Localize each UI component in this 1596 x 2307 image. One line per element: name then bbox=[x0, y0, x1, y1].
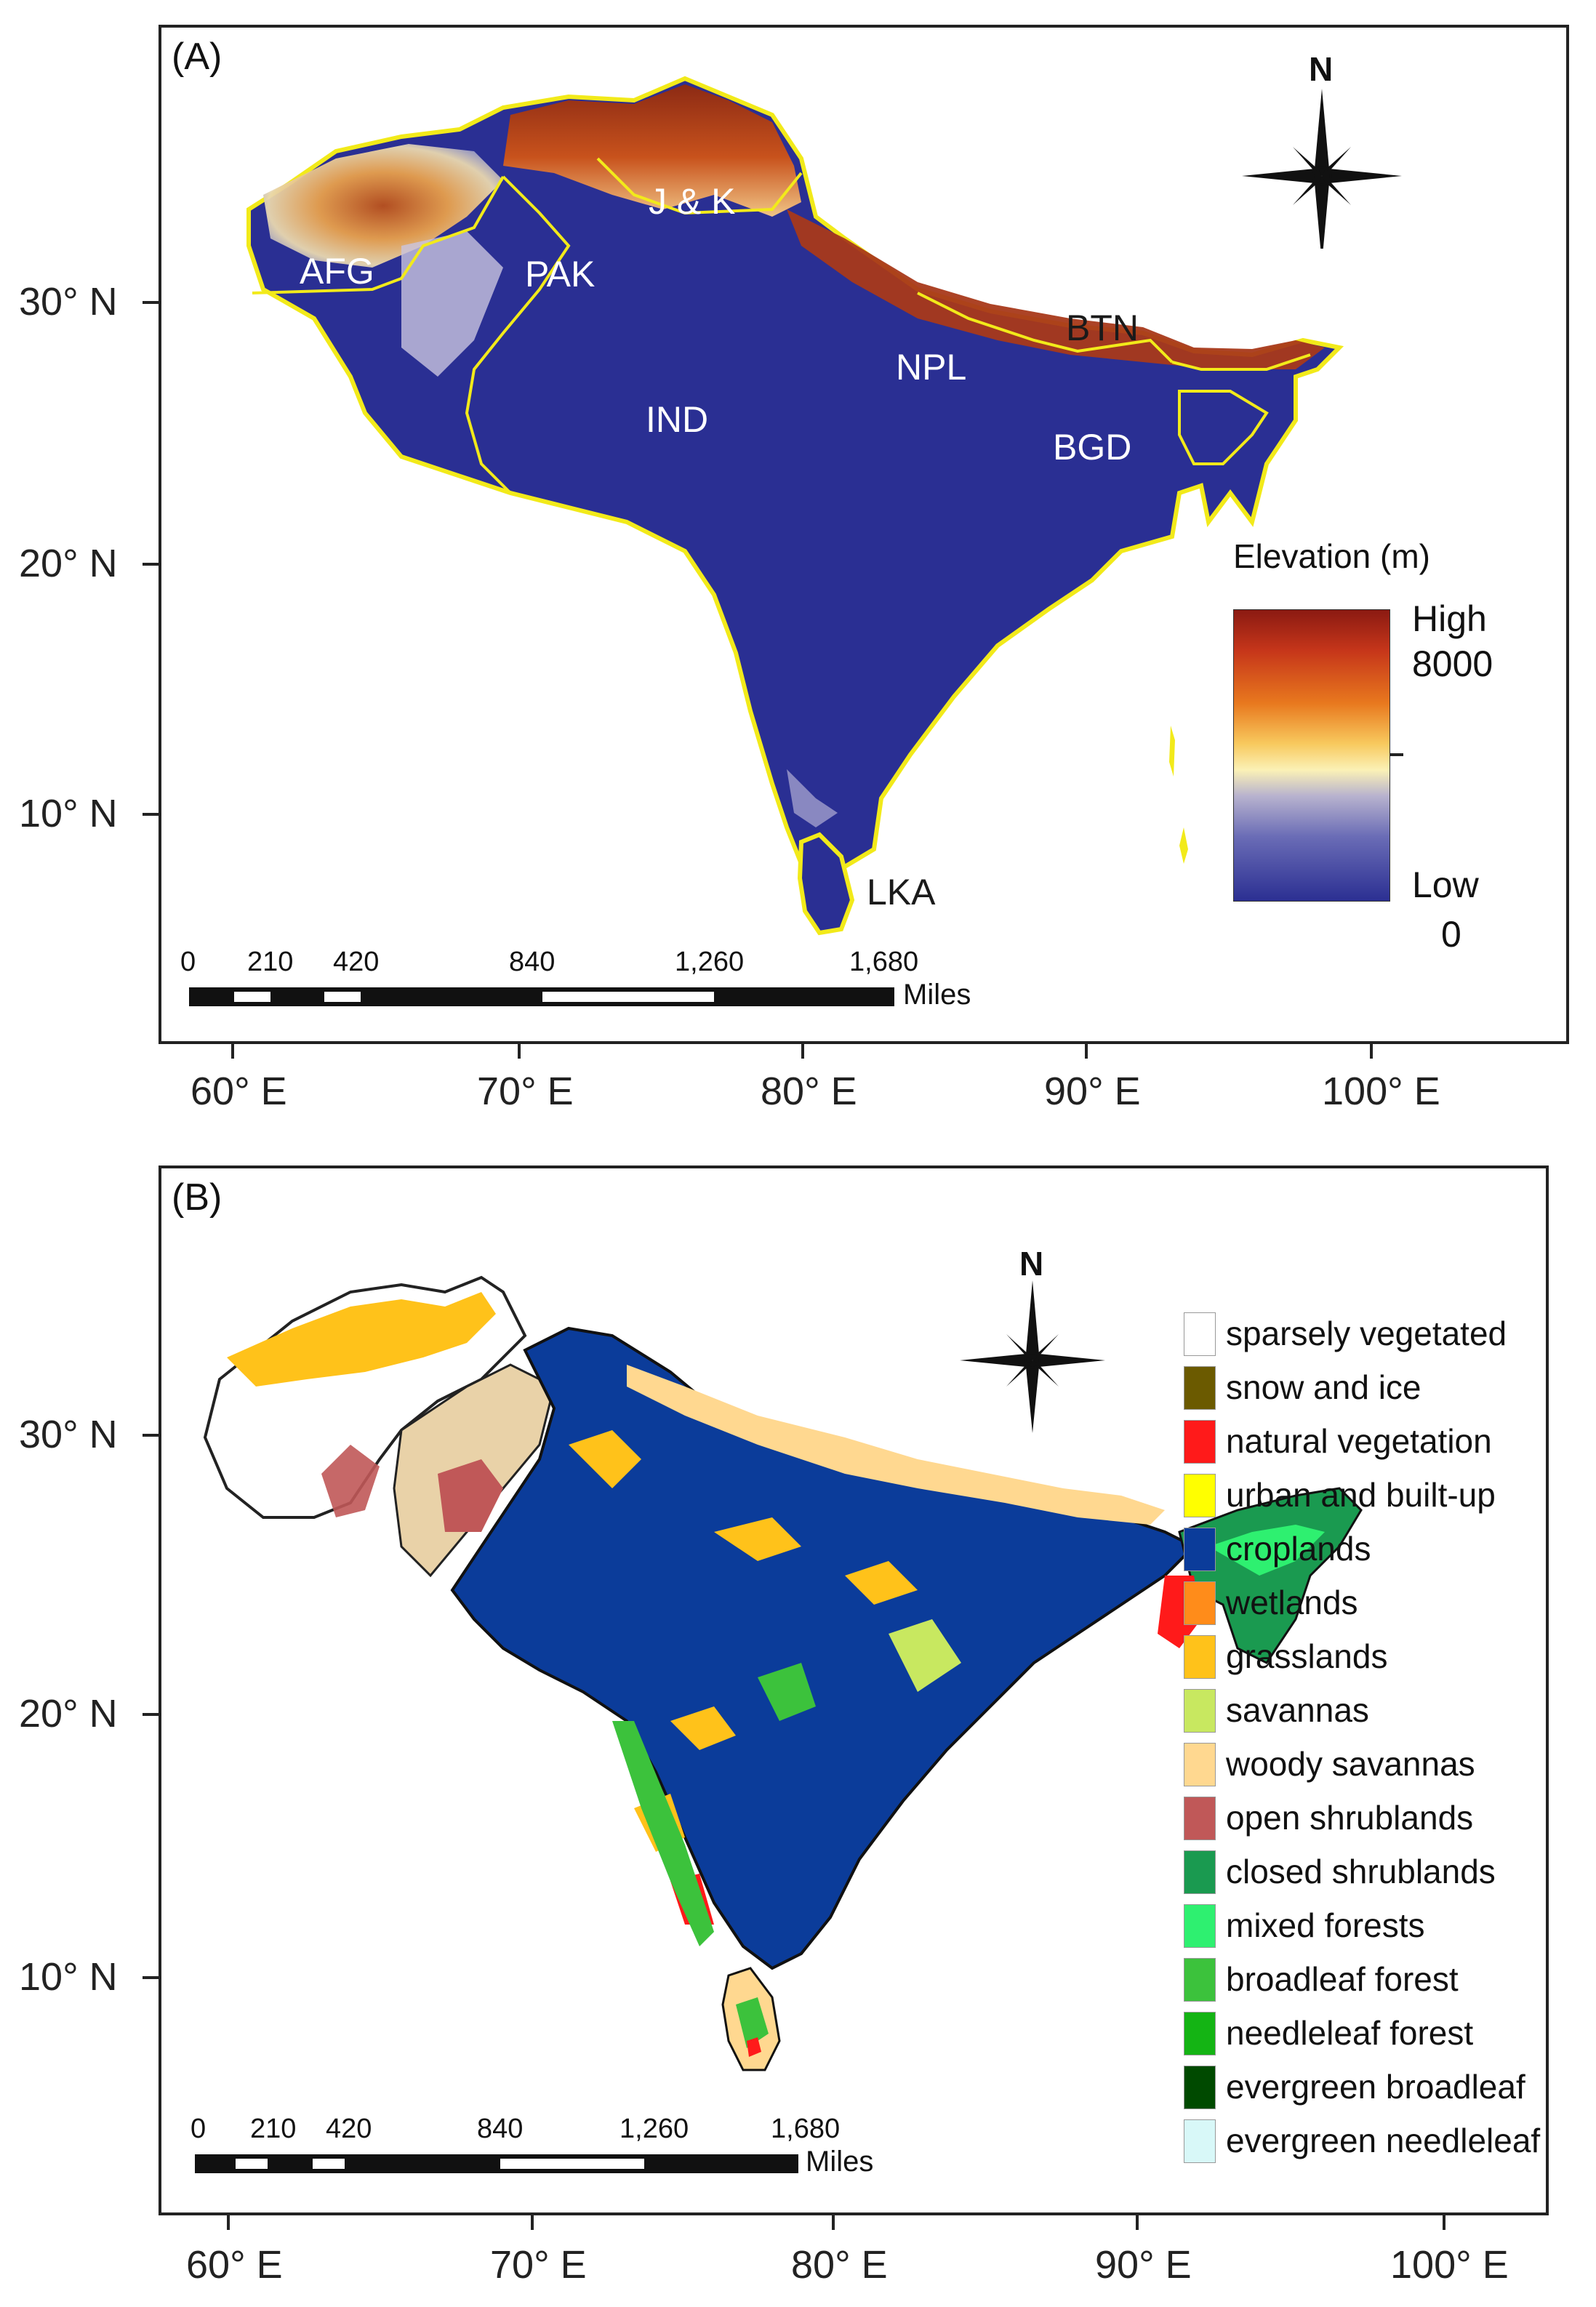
legend-label: woody savannas bbox=[1226, 1745, 1475, 1783]
legend-swatch bbox=[1184, 1689, 1216, 1733]
legend-label: wetlands bbox=[1226, 1584, 1358, 1621]
elevation-legend-high: High bbox=[1412, 598, 1487, 639]
legend-item: evergreen needleleaf bbox=[1184, 2115, 1562, 2166]
legend-swatch bbox=[1184, 1474, 1216, 1517]
lon-label-70-b: 70° E bbox=[490, 2243, 587, 2287]
legend-swatch bbox=[1184, 1743, 1216, 1786]
land-cover-legend: sparsely vegetated snow and ice natural ve… bbox=[1184, 1308, 1540, 2210]
lon-label-90: 90° E bbox=[1044, 1070, 1141, 1113]
legend-item: sparsely vegetated bbox=[1184, 1308, 1562, 1359]
elevation-legend-title: Elevation (m) bbox=[1233, 537, 1430, 575]
lon-label-100-b: 100° E bbox=[1390, 2243, 1509, 2287]
legend-swatch bbox=[1184, 2012, 1216, 2055]
legend-label: natural vegetation bbox=[1226, 1422, 1492, 1460]
legend-label: urban and built-up bbox=[1226, 1476, 1496, 1514]
country-label-npl: NPL bbox=[896, 347, 967, 388]
lon-label-70: 70° E bbox=[477, 1070, 574, 1113]
lon-label-90-b: 90° E bbox=[1095, 2243, 1192, 2287]
legend-label: needleleaf forest bbox=[1226, 2014, 1474, 2052]
legend-swatch bbox=[1184, 1958, 1216, 2002]
legend-swatch bbox=[1184, 1850, 1216, 1894]
legend-item: closed shrublands bbox=[1184, 1846, 1562, 1897]
legend-label: grasslands bbox=[1226, 1637, 1388, 1675]
country-label-ind: IND bbox=[646, 399, 709, 440]
legend-swatch bbox=[1184, 1904, 1216, 1948]
legend-item: snow and ice bbox=[1184, 1362, 1562, 1413]
legend-label: mixed forests bbox=[1226, 1906, 1425, 1944]
land-cover-map-panel: (B) bbox=[159, 1165, 1549, 2215]
elevation-legend-low: Low bbox=[1412, 864, 1479, 905]
lon-label-60: 60° E bbox=[191, 1070, 287, 1113]
lon-label-80-b: 80° E bbox=[791, 2243, 888, 2287]
legend-swatch bbox=[1184, 1581, 1216, 1625]
lon-label-80: 80° E bbox=[761, 1070, 857, 1113]
country-label-pak: PAK bbox=[525, 254, 596, 294]
country-label-bgd: BGD bbox=[1053, 427, 1132, 468]
lat-label-20: 20° N bbox=[19, 542, 118, 585]
legend-item: grasslands bbox=[1184, 1631, 1562, 1682]
lat-label-20-b: 20° N bbox=[19, 1692, 118, 1736]
panel-b-letter: (B) bbox=[172, 1176, 222, 1219]
elevation-map-panel: (A) bbox=[159, 25, 1569, 1044]
legend-label: croplands bbox=[1226, 1530, 1371, 1568]
lon-label-100: 100° E bbox=[1322, 1070, 1440, 1113]
legend-label: evergreen broadleaf bbox=[1226, 2068, 1525, 2106]
legend-item: needleleaf forest bbox=[1184, 2007, 1562, 2058]
legend-item: mixed forests bbox=[1184, 1900, 1562, 1951]
legend-item: natural vegetation bbox=[1184, 1416, 1562, 1467]
legend-item: open shrublands bbox=[1184, 1792, 1562, 1843]
elevation-legend-low-value: 0 bbox=[1441, 914, 1461, 955]
country-label-afg: AFG bbox=[300, 251, 374, 292]
land-cover-map bbox=[203, 1275, 1363, 2071]
legend-swatch bbox=[1184, 1635, 1216, 1679]
legend-label: evergreen needleleaf bbox=[1226, 2122, 1541, 2159]
legend-swatch bbox=[1184, 1528, 1216, 1571]
elevation-legend-high-value: 8000 bbox=[1412, 643, 1493, 684]
north-label: N bbox=[1019, 1245, 1044, 1283]
lon-label-60-b: 60° E bbox=[186, 2243, 283, 2287]
lat-label-10: 10° N bbox=[19, 792, 118, 835]
legend-label: closed shrublands bbox=[1226, 1853, 1496, 1890]
legend-label: open shrublands bbox=[1226, 1799, 1474, 1837]
compass-rose-icon bbox=[960, 1280, 1105, 1433]
legend-item: broadleaf forest bbox=[1184, 1954, 1562, 2005]
legend-item: evergreen broadleaf bbox=[1184, 2061, 1562, 2112]
country-borders bbox=[252, 157, 1311, 494]
country-label-btn: BTN bbox=[1066, 308, 1139, 348]
landmass bbox=[246, 76, 1344, 874]
sri-lanka bbox=[797, 832, 855, 936]
legend-swatch bbox=[1184, 1312, 1216, 1356]
legend-item: wetlands bbox=[1184, 1577, 1562, 1628]
north-label: N bbox=[1309, 50, 1334, 88]
legend-label: snow and ice bbox=[1226, 1368, 1421, 1406]
legend-item: croplands bbox=[1184, 1523, 1562, 1574]
legend-swatch bbox=[1184, 1366, 1216, 1410]
country-label-jk: J & K bbox=[649, 181, 736, 222]
legend-swatch bbox=[1184, 2119, 1216, 2163]
panel-a-letter: (A) bbox=[172, 36, 222, 78]
legend-item: savannas bbox=[1184, 1685, 1562, 1736]
legend-swatch bbox=[1184, 1420, 1216, 1464]
elevation-map bbox=[246, 76, 1344, 936]
legend-label: broadleaf forest bbox=[1226, 1960, 1459, 1998]
legend-label: savannas bbox=[1226, 1691, 1369, 1729]
compass-rose-icon bbox=[1242, 89, 1402, 249]
elevation-color-ramp bbox=[1233, 609, 1390, 902]
legend-swatch bbox=[1184, 1797, 1216, 1840]
legend-item: urban and built-up bbox=[1184, 1469, 1562, 1520]
legend-label: sparsely vegetated bbox=[1226, 1315, 1507, 1352]
legend-swatch bbox=[1184, 2066, 1216, 2109]
lat-label-30-b: 30° N bbox=[19, 1413, 118, 1456]
lat-label-30: 30° N bbox=[19, 280, 118, 324]
lat-label-10-b: 10° N bbox=[19, 1955, 118, 1999]
legend-item: woody savannas bbox=[1184, 1738, 1562, 1789]
country-label-lka: LKA bbox=[867, 872, 936, 912]
